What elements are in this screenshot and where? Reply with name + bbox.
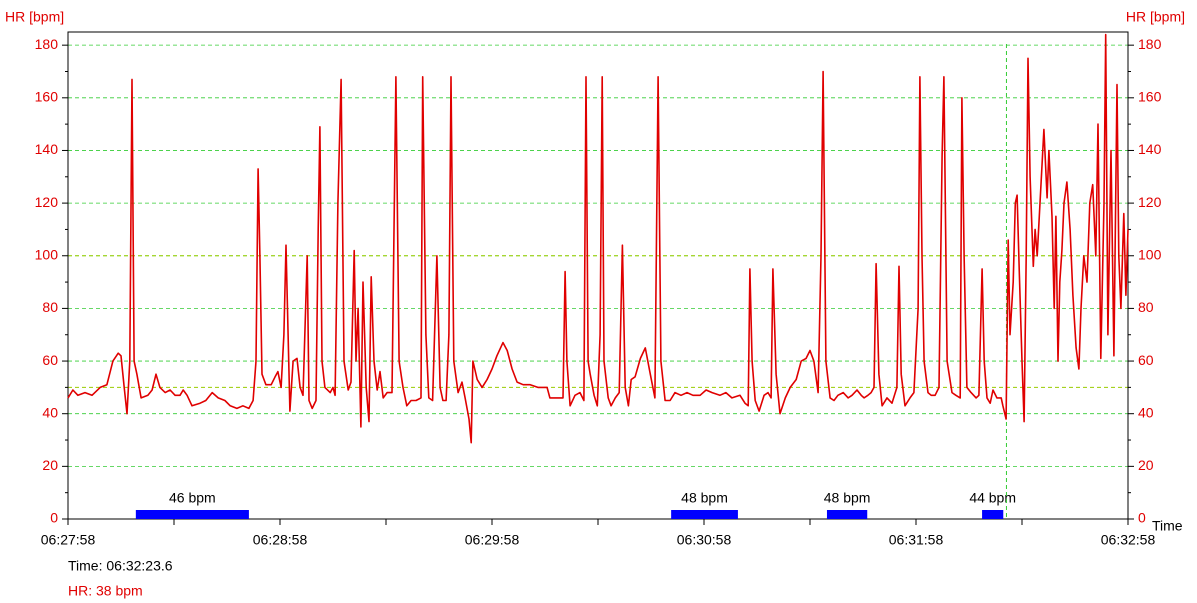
y-tick-label: 20 (42, 457, 58, 473)
x-tick-label: 06:30:58 (677, 532, 732, 548)
y-tick-label: 80 (42, 299, 58, 315)
y2-tick-label: 180 (1138, 36, 1162, 52)
low-hr-bar (135, 510, 249, 519)
x-tick-label: 06:27:58 (41, 532, 96, 548)
x-tick-label: 06:28:58 (253, 532, 308, 548)
y2-tick-label: 140 (1138, 141, 1162, 157)
y-tick-label: 160 (35, 89, 59, 105)
y-tick-label: 100 (35, 246, 59, 262)
y-tick-label: 0 (50, 510, 58, 526)
y-tick-label: 120 (35, 194, 59, 210)
low-hr-bar (671, 510, 738, 519)
low-hr-label: 46 bpm (169, 490, 216, 506)
readout-hr: HR: 38 bpm (68, 583, 143, 599)
y-axis-label: HR [bpm] (5, 9, 64, 25)
y2-tick-label: 100 (1138, 246, 1162, 262)
low-hr-label: 44 bpm (969, 490, 1016, 506)
y-tick-label: 140 (35, 141, 59, 157)
low-hr-bar (982, 510, 1004, 519)
x-tick-label: 06:29:58 (465, 532, 520, 548)
y2-tick-label: 0 (1138, 510, 1146, 526)
y2-tick-label: 20 (1138, 457, 1154, 473)
y2-tick-label: 60 (1138, 352, 1154, 368)
y2-tick-label: 80 (1138, 299, 1154, 315)
hr-line (67, 33, 1129, 444)
x-axis-label: Time (1152, 518, 1183, 534)
y2-axis-label: HR [bpm] (1126, 9, 1185, 25)
y2-tick-label: 160 (1138, 89, 1162, 105)
y-tick-label: 60 (42, 352, 58, 368)
y-tick-label: 40 (42, 404, 58, 420)
y-tick-label: 180 (35, 36, 59, 52)
y2-tick-label: 120 (1138, 194, 1162, 210)
y2-tick-label: 40 (1138, 404, 1154, 420)
low-hr-label: 48 bpm (824, 490, 871, 506)
low-hr-bar (826, 510, 868, 519)
x-tick-label: 06:32:58 (1101, 532, 1156, 548)
x-tick-label: 06:31:58 (889, 532, 944, 548)
plot-frame (67, 31, 1129, 520)
low-hr-label: 48 bpm (681, 490, 728, 506)
readout-time: Time: 06:32:23.6 (68, 558, 173, 574)
